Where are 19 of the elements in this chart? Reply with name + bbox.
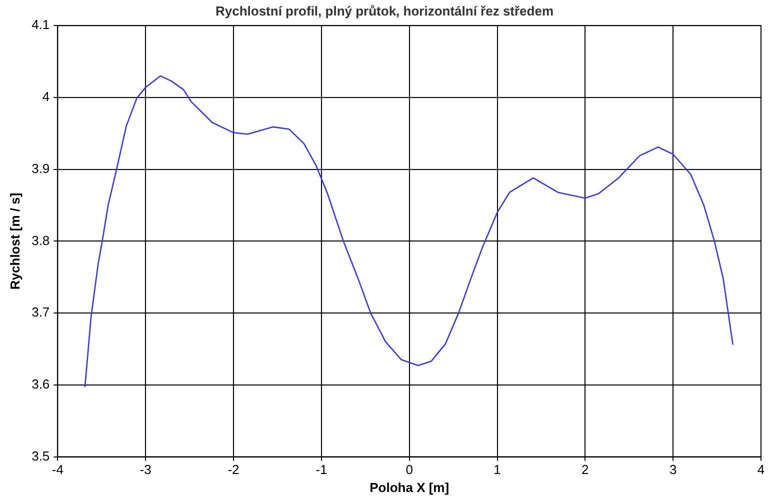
y-tick-label: 3.9: [32, 160, 50, 176]
y-tick-label: 3.6: [32, 376, 50, 392]
x-tick-label: -1: [316, 462, 328, 478]
y-tick-label: 4.1: [32, 17, 50, 32]
x-tick-label: 1: [494, 462, 501, 478]
x-tick-label: 4: [757, 462, 765, 478]
x-tick-label: 0: [406, 462, 413, 478]
x-tick-label: -2: [228, 462, 240, 478]
x-tick-label: 3: [669, 462, 677, 478]
x-tick-label: 2: [582, 462, 589, 478]
y-axis-title: Rychlost [m / s]: [7, 192, 22, 290]
x-tick-label: -3: [140, 462, 152, 478]
y-tick-label: 3.8: [32, 232, 50, 248]
x-axis-title: Poloha X [m]: [370, 480, 450, 495]
y-tick-label: 3.7: [32, 304, 50, 320]
y-tick-label: 4: [42, 89, 50, 104]
chart-title: Rychlostní profil, plný průtok, horizontální řez středem: [215, 3, 554, 18]
y-tick-label: 3.5: [32, 448, 50, 464]
x-tick-label: -4: [52, 462, 64, 478]
